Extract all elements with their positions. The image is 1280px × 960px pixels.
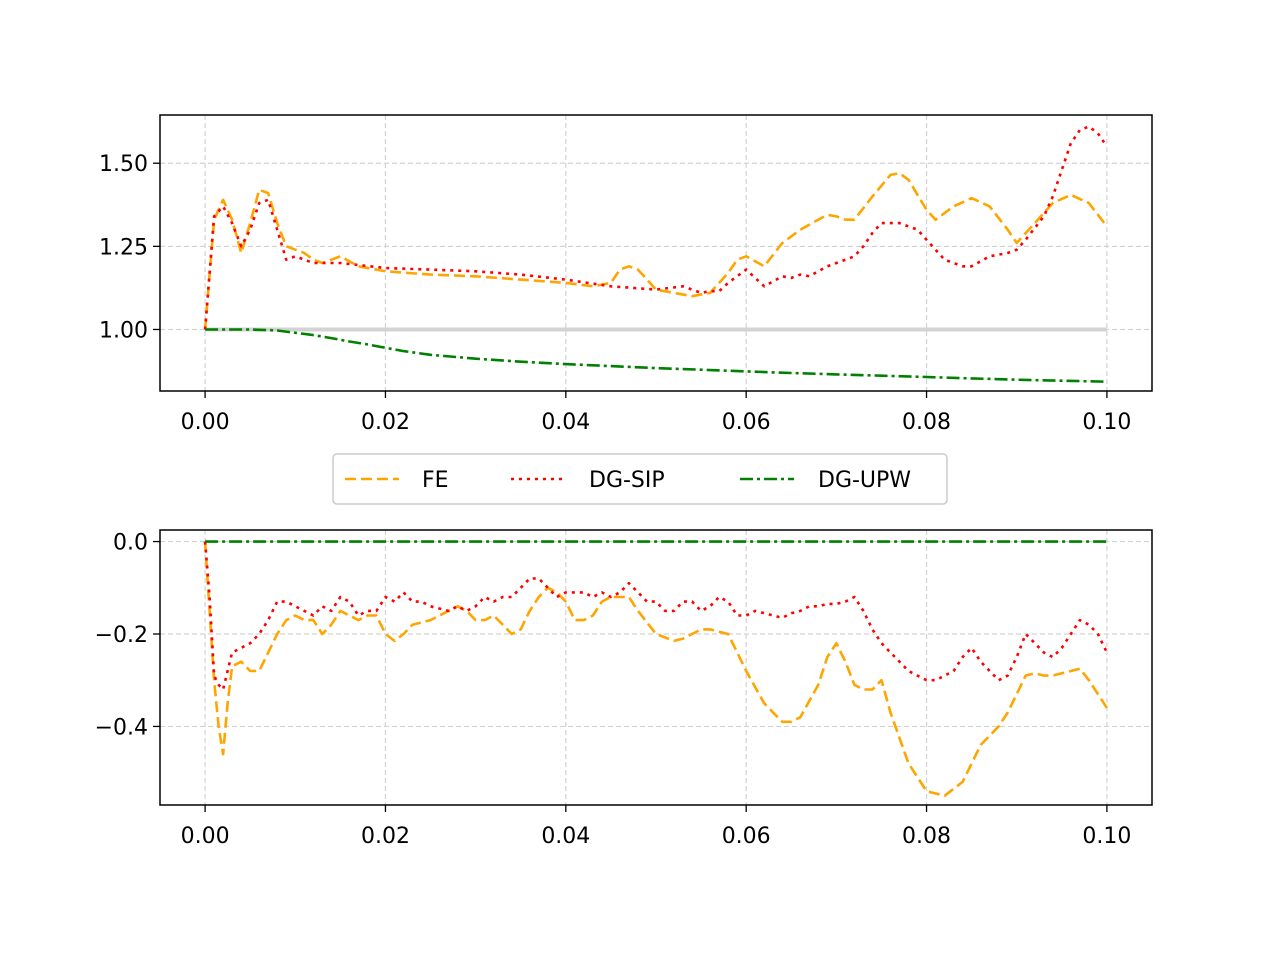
x-tick-label: 0.02 bbox=[361, 824, 410, 849]
x-tick-label: 0.08 bbox=[902, 410, 951, 435]
axes-frame bbox=[159, 114, 1153, 392]
x-tick-label: 0.06 bbox=[722, 824, 771, 849]
x-tick-label: 0.04 bbox=[541, 410, 590, 435]
legend-label-dg-upw: DG-UPW bbox=[818, 468, 911, 493]
legend: FE DG-SIP DG-UPW bbox=[332, 453, 948, 505]
series-line-dg-sip bbox=[203, 541, 1109, 691]
series-line-fe bbox=[203, 171, 1108, 330]
x-tick-label: 0.10 bbox=[1082, 824, 1131, 849]
y-tick-label: 0.0 bbox=[113, 531, 148, 556]
series-line-dg-upw bbox=[205, 328, 1107, 383]
y-tick-label: 1.25 bbox=[99, 235, 148, 260]
top-panel: 0.00 0.02 0.04 0.06 0.08 0.10 1.00 1.25 1.50 bbox=[99, 114, 1153, 435]
y-tick-label: −0.4 bbox=[95, 715, 148, 740]
legend-frame bbox=[332, 453, 948, 505]
y-tick-label: −0.2 bbox=[95, 623, 148, 648]
series-line-fe bbox=[203, 541, 1108, 798]
legend-label-dg-sip: DG-SIP bbox=[589, 468, 665, 493]
y-tick-label: 1.00 bbox=[99, 318, 148, 343]
x-tick-label: 0.06 bbox=[722, 410, 771, 435]
x-tick-label: 0.02 bbox=[361, 410, 410, 435]
series-line-dg-sip bbox=[203, 125, 1108, 330]
x-tick-label: 0.00 bbox=[181, 824, 230, 849]
legend-label-fe: FE bbox=[422, 468, 449, 493]
bottom-panel: 0.00 0.02 0.04 0.06 0.08 0.10 0.0 −0.2 −0.4 bbox=[95, 529, 1153, 849]
axes-frame bbox=[159, 529, 1153, 806]
x-tick-label: 0.00 bbox=[181, 410, 230, 435]
x-tick-label: 0.08 bbox=[902, 824, 951, 849]
y-tick-label: 1.50 bbox=[99, 152, 148, 177]
x-tick-label: 0.04 bbox=[541, 824, 590, 849]
x-tick-label: 0.10 bbox=[1082, 410, 1131, 435]
